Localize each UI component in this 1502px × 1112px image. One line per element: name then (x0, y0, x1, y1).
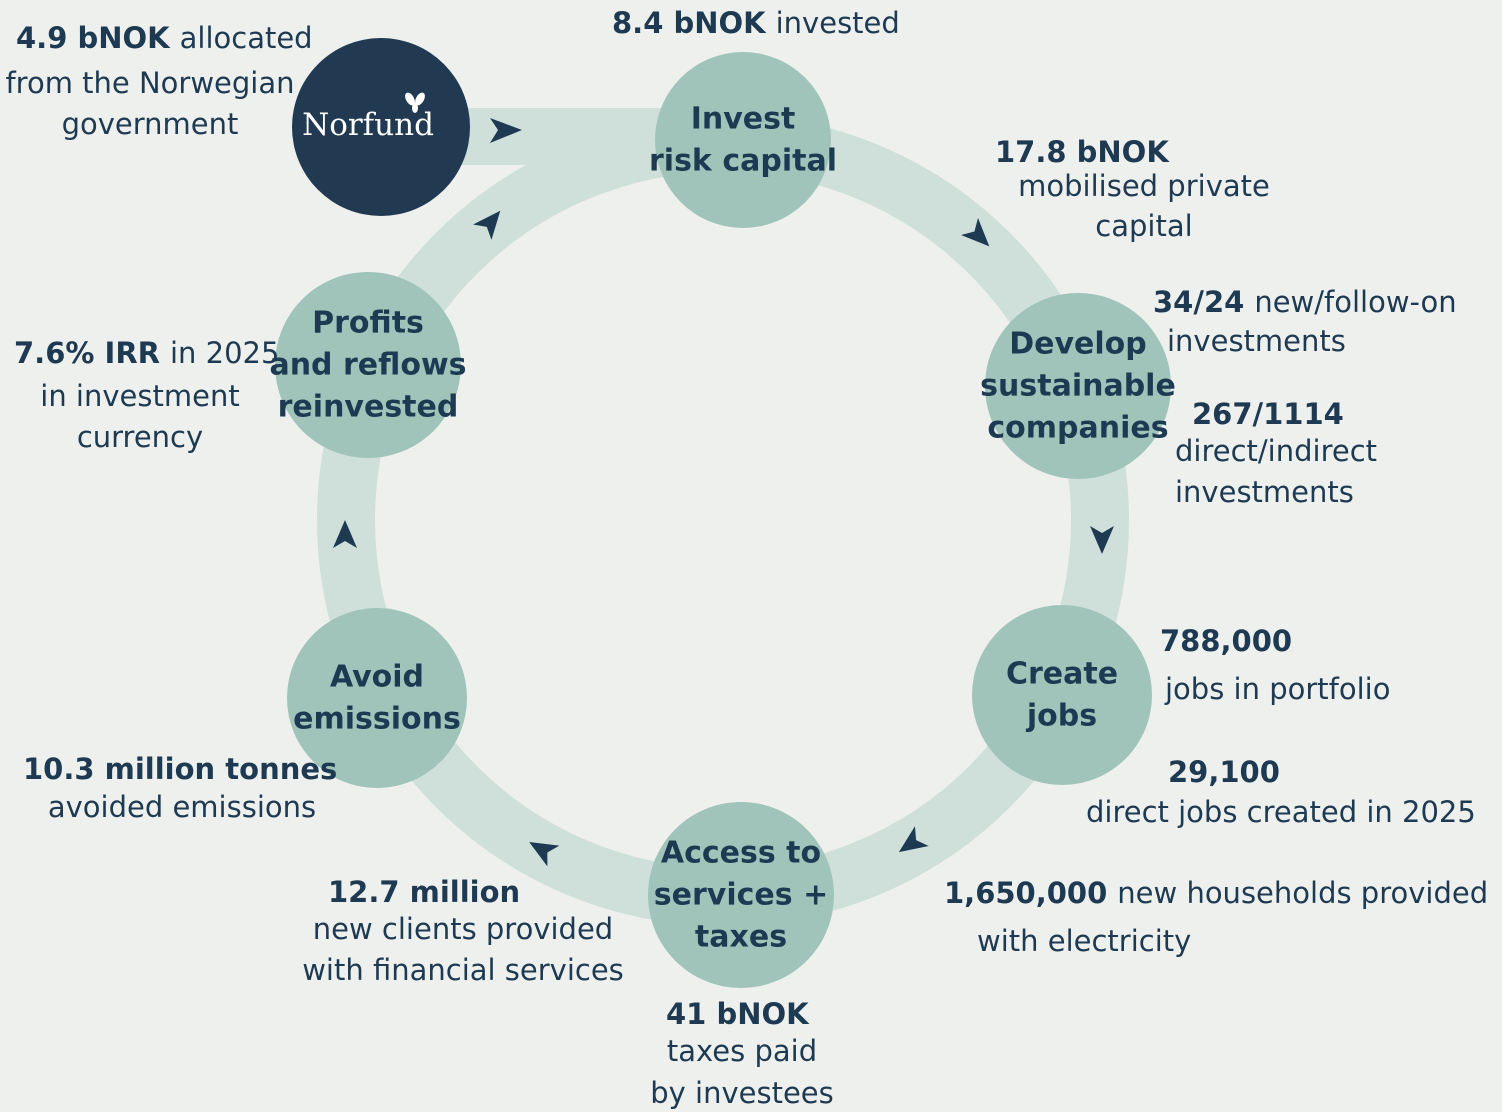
annotation-text: investments (1167, 324, 1346, 358)
node-label: risk capital (649, 144, 837, 179)
annotation-line: 17.8 bNOK (995, 135, 1170, 169)
arrow (1090, 526, 1114, 554)
annotation-line: currency (77, 420, 203, 454)
node-label: companies (987, 411, 1168, 446)
annotation-value: 29,100 (1168, 755, 1280, 789)
annotation-value: 34/24 (1153, 285, 1244, 319)
annotation-line: mobilised private (1018, 169, 1270, 203)
annotation-line: 41 bNOK (666, 997, 810, 1031)
annotation-line: capital (1095, 209, 1192, 243)
node-label: Access to (661, 836, 821, 871)
annotation-value: 267/1114 (1192, 397, 1344, 431)
annotation-text: avoided emissions (48, 790, 316, 824)
node-circle (287, 608, 467, 788)
annotation-line: new clients provided (313, 912, 613, 946)
annotation-line: 8.4 bNOK invested (612, 6, 900, 40)
annotation-value: 7.6% IRR (14, 336, 160, 370)
annotation-line: 7.6% IRR in 2025 (14, 336, 279, 370)
node-label: Create (1006, 657, 1118, 692)
annotation-text: invested (776, 6, 900, 40)
annotation-line: in investment (40, 379, 239, 413)
annotation-line: 12.7 million (328, 875, 520, 909)
node-circle (275, 272, 461, 458)
annotation-line: 10.3 million tonnes (23, 752, 337, 786)
node-circle (648, 802, 834, 988)
annotation-line: government (62, 107, 239, 141)
annotation-value: 4.9 bNOK (16, 21, 171, 55)
node-circle (985, 293, 1171, 479)
annotation-text: government (62, 107, 239, 141)
annotation-line: direct/indirect (1175, 434, 1377, 468)
inflow-band (440, 108, 690, 165)
annotation-text: currency (77, 420, 203, 454)
annotation-text: in 2025 (170, 336, 279, 370)
annotation-value: 788,000 (1160, 624, 1292, 658)
annotation-text: capital (1095, 209, 1192, 243)
annotation-line: 788,000 (1160, 624, 1292, 658)
annotation-text: new households provided (1117, 876, 1488, 910)
node-label: and reflows (269, 348, 466, 383)
annotation-line: 1,650,000 new households provided (944, 876, 1488, 910)
node-label: Avoid (330, 660, 424, 695)
annotation-line: from the Norwegian (5, 66, 294, 100)
annotation-line: 267/1114 (1192, 397, 1344, 431)
annotation-text: with electricity (977, 924, 1191, 958)
annotation-line: with financial services (302, 953, 624, 987)
annotation-line: direct jobs created in 2025 (1086, 795, 1476, 829)
annotation-text: taxes paid (667, 1034, 817, 1068)
node-label: emissions (293, 702, 461, 737)
node-label: services + (654, 878, 828, 913)
node-circle (655, 52, 831, 228)
arrow (961, 218, 990, 247)
annotation-text: mobilised private (1018, 169, 1270, 203)
node-label: Invest (691, 102, 796, 137)
node-label: Develop (1009, 327, 1147, 362)
arrow (529, 842, 560, 867)
annotation-line: avoided emissions (48, 790, 316, 824)
annotation-line: jobs in portfolio (1164, 672, 1390, 706)
arrow (898, 826, 929, 853)
node-label: reinvested (278, 390, 459, 425)
annotation-text: by investees (650, 1076, 834, 1110)
annotation-text: direct/indirect (1175, 434, 1377, 468)
annotation-text: jobs in portfolio (1164, 672, 1390, 706)
annotation-value: 8.4 bNOK (612, 6, 767, 40)
annotation-value: 12.7 million (328, 875, 520, 909)
node-label: Profits (312, 306, 424, 341)
logo-leaf (405, 92, 425, 113)
annotation-value: 41 bNOK (666, 997, 810, 1031)
annotation-text: allocated (180, 21, 313, 55)
annotation-value: 1,650,000 (944, 876, 1107, 910)
logo-text: Norfund (302, 107, 434, 143)
logo-circle (292, 38, 470, 216)
annotation-text: from the Norwegian (5, 66, 294, 100)
annotation-line: with electricity (977, 924, 1191, 958)
arrow (473, 210, 501, 240)
node-label: taxes (695, 920, 787, 955)
annotation-line: 29,100 (1168, 755, 1280, 789)
annotation-line: 34/24 new/follow-on (1153, 285, 1457, 319)
annotation-line: taxes paid (667, 1034, 817, 1068)
annotation-text: new/follow-on (1254, 285, 1456, 319)
annotation-text: in investment (40, 379, 239, 413)
annotation-line: 4.9 bNOK allocated (16, 21, 313, 55)
annotation-value: 10.3 million tonnes (23, 752, 337, 786)
annotation-text: new clients provided (313, 912, 613, 946)
arrow (333, 520, 357, 548)
annotation-text: direct jobs created in 2025 (1086, 795, 1476, 829)
annotation-value: 17.8 bNOK (995, 135, 1170, 169)
node-circle (972, 605, 1152, 785)
annotation-line: investments (1175, 475, 1354, 509)
arrows (333, 118, 1114, 867)
node-label: jobs (1026, 699, 1097, 734)
annotation-line: investments (1167, 324, 1346, 358)
annotation-text: investments (1175, 475, 1354, 509)
annotation-line: by investees (650, 1076, 834, 1110)
node-label: sustainable (980, 369, 1176, 404)
arrow (490, 118, 522, 143)
annotation-text: with financial services (302, 953, 624, 987)
